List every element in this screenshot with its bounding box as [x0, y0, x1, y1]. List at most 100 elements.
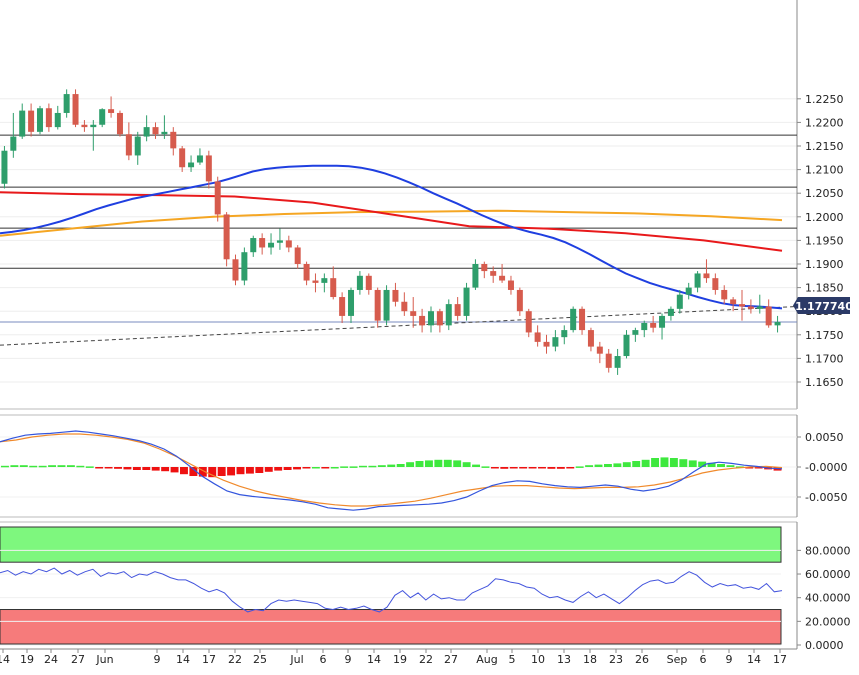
candle	[454, 297, 461, 321]
macd-histogram-bar	[651, 458, 660, 467]
candle-body	[667, 308, 674, 316]
candle	[54, 105, 61, 130]
candle-body	[765, 306, 772, 326]
macd-histogram-bar	[406, 462, 415, 467]
candle	[721, 285, 728, 305]
macd-histogram-bar	[556, 467, 565, 469]
macd-histogram-bar	[698, 461, 707, 467]
macd-histogram-bar	[95, 467, 104, 469]
macd-histogram-bar	[735, 466, 744, 468]
candle	[623, 330, 630, 359]
sma-55-line	[0, 164, 783, 310]
macd-histogram-bar	[293, 467, 301, 470]
candle	[614, 348, 621, 375]
candle-body	[570, 308, 577, 331]
candle	[650, 315, 657, 333]
sma-200-line	[0, 209, 783, 237]
candle-body	[694, 273, 701, 288]
candle	[90, 120, 97, 151]
candle	[685, 282, 692, 300]
candle	[445, 299, 452, 331]
candle	[125, 122, 132, 161]
macd-histogram-bar	[669, 458, 678, 467]
macd-histogram-bar	[396, 464, 405, 467]
candle	[330, 266, 337, 300]
candle-body	[579, 308, 586, 331]
macd-histogram-bar	[585, 465, 594, 467]
macd-histogram-bar	[57, 465, 66, 467]
candle-body	[534, 332, 541, 342]
rsi-tick-label: 60.0000	[805, 568, 851, 581]
macd-tick-label: -0.0050	[805, 491, 847, 504]
rsi-oversold-zone	[0, 609, 782, 645]
macd-histogram-bar	[227, 467, 236, 476]
x-tick-label: 13	[557, 653, 571, 666]
candles	[1, 89, 781, 375]
candle	[383, 285, 390, 326]
candle-body	[90, 124, 97, 128]
macd-histogram-bar	[368, 465, 377, 468]
candle-body	[330, 278, 337, 298]
last-price-tag-bg	[798, 297, 850, 314]
candle-body	[481, 264, 488, 272]
sma-100-line	[0, 191, 783, 252]
x-tick-label: 26	[635, 653, 649, 666]
macd-histogram-bar	[453, 460, 462, 467]
candle	[268, 233, 275, 255]
x-tick-label: 27	[444, 653, 458, 666]
candle-body	[152, 127, 159, 135]
x-tick-label: 9	[345, 653, 352, 666]
candle-body	[499, 275, 506, 281]
candle	[188, 155, 195, 172]
candle	[214, 176, 221, 222]
candle	[72, 89, 79, 128]
candle	[730, 297, 737, 312]
price-tick-label: 1.1700	[805, 352, 844, 365]
candle-body	[250, 238, 257, 253]
macd-histogram-bar	[745, 467, 754, 469]
candle	[356, 271, 363, 295]
macd-histogram-bar	[330, 467, 339, 469]
candle-body	[232, 259, 239, 281]
x-tick-label: Jun	[95, 653, 113, 666]
macd-histogram-bar	[10, 465, 19, 467]
candle-body	[365, 275, 372, 290]
candle	[499, 264, 506, 283]
x-tick-label: 14	[176, 653, 190, 666]
candle	[196, 148, 203, 165]
candle-body	[703, 273, 710, 279]
candle	[170, 127, 177, 156]
rsi-panel: 80.0000 60.0000 40.0000 20.0000 0.0000	[0, 521, 851, 652]
x-tick-label: 23	[609, 653, 623, 666]
x-tick-label: Aug	[476, 653, 497, 666]
macd-y-axis: 0.0050 -0.0000 -0.0050	[797, 431, 847, 504]
macd-histogram-bar	[490, 467, 499, 469]
candle-body	[650, 323, 657, 328]
candle-body	[356, 275, 363, 290]
x-tick-label: 6	[700, 653, 707, 666]
price-tick-label: 1.2200	[805, 116, 844, 129]
candle	[143, 115, 150, 142]
x-tick-label: 19	[393, 653, 407, 666]
candle-body	[632, 330, 639, 335]
x-tick-label: 14	[747, 653, 761, 666]
rsi-tick-label: 20.0000	[805, 615, 851, 628]
macd-line	[0, 430, 783, 511]
candle-body	[419, 315, 426, 326]
macd-histogram-bar	[151, 467, 160, 471]
macd-histogram-bar	[632, 461, 641, 467]
macd-histogram-bar	[443, 459, 452, 467]
x-tick-label: 18	[583, 653, 597, 666]
candle	[401, 292, 408, 316]
candle	[774, 315, 781, 333]
macd-histogram-bar	[29, 465, 38, 468]
candle	[703, 259, 710, 283]
candle-body	[525, 311, 532, 333]
candle-body	[143, 127, 150, 137]
x-tick-label: 27	[71, 653, 85, 666]
macd-histogram-bar	[387, 464, 396, 467]
macd-histogram-bar	[208, 467, 217, 478]
price-tick-label: 1.1900	[805, 258, 844, 271]
candle	[374, 287, 381, 328]
